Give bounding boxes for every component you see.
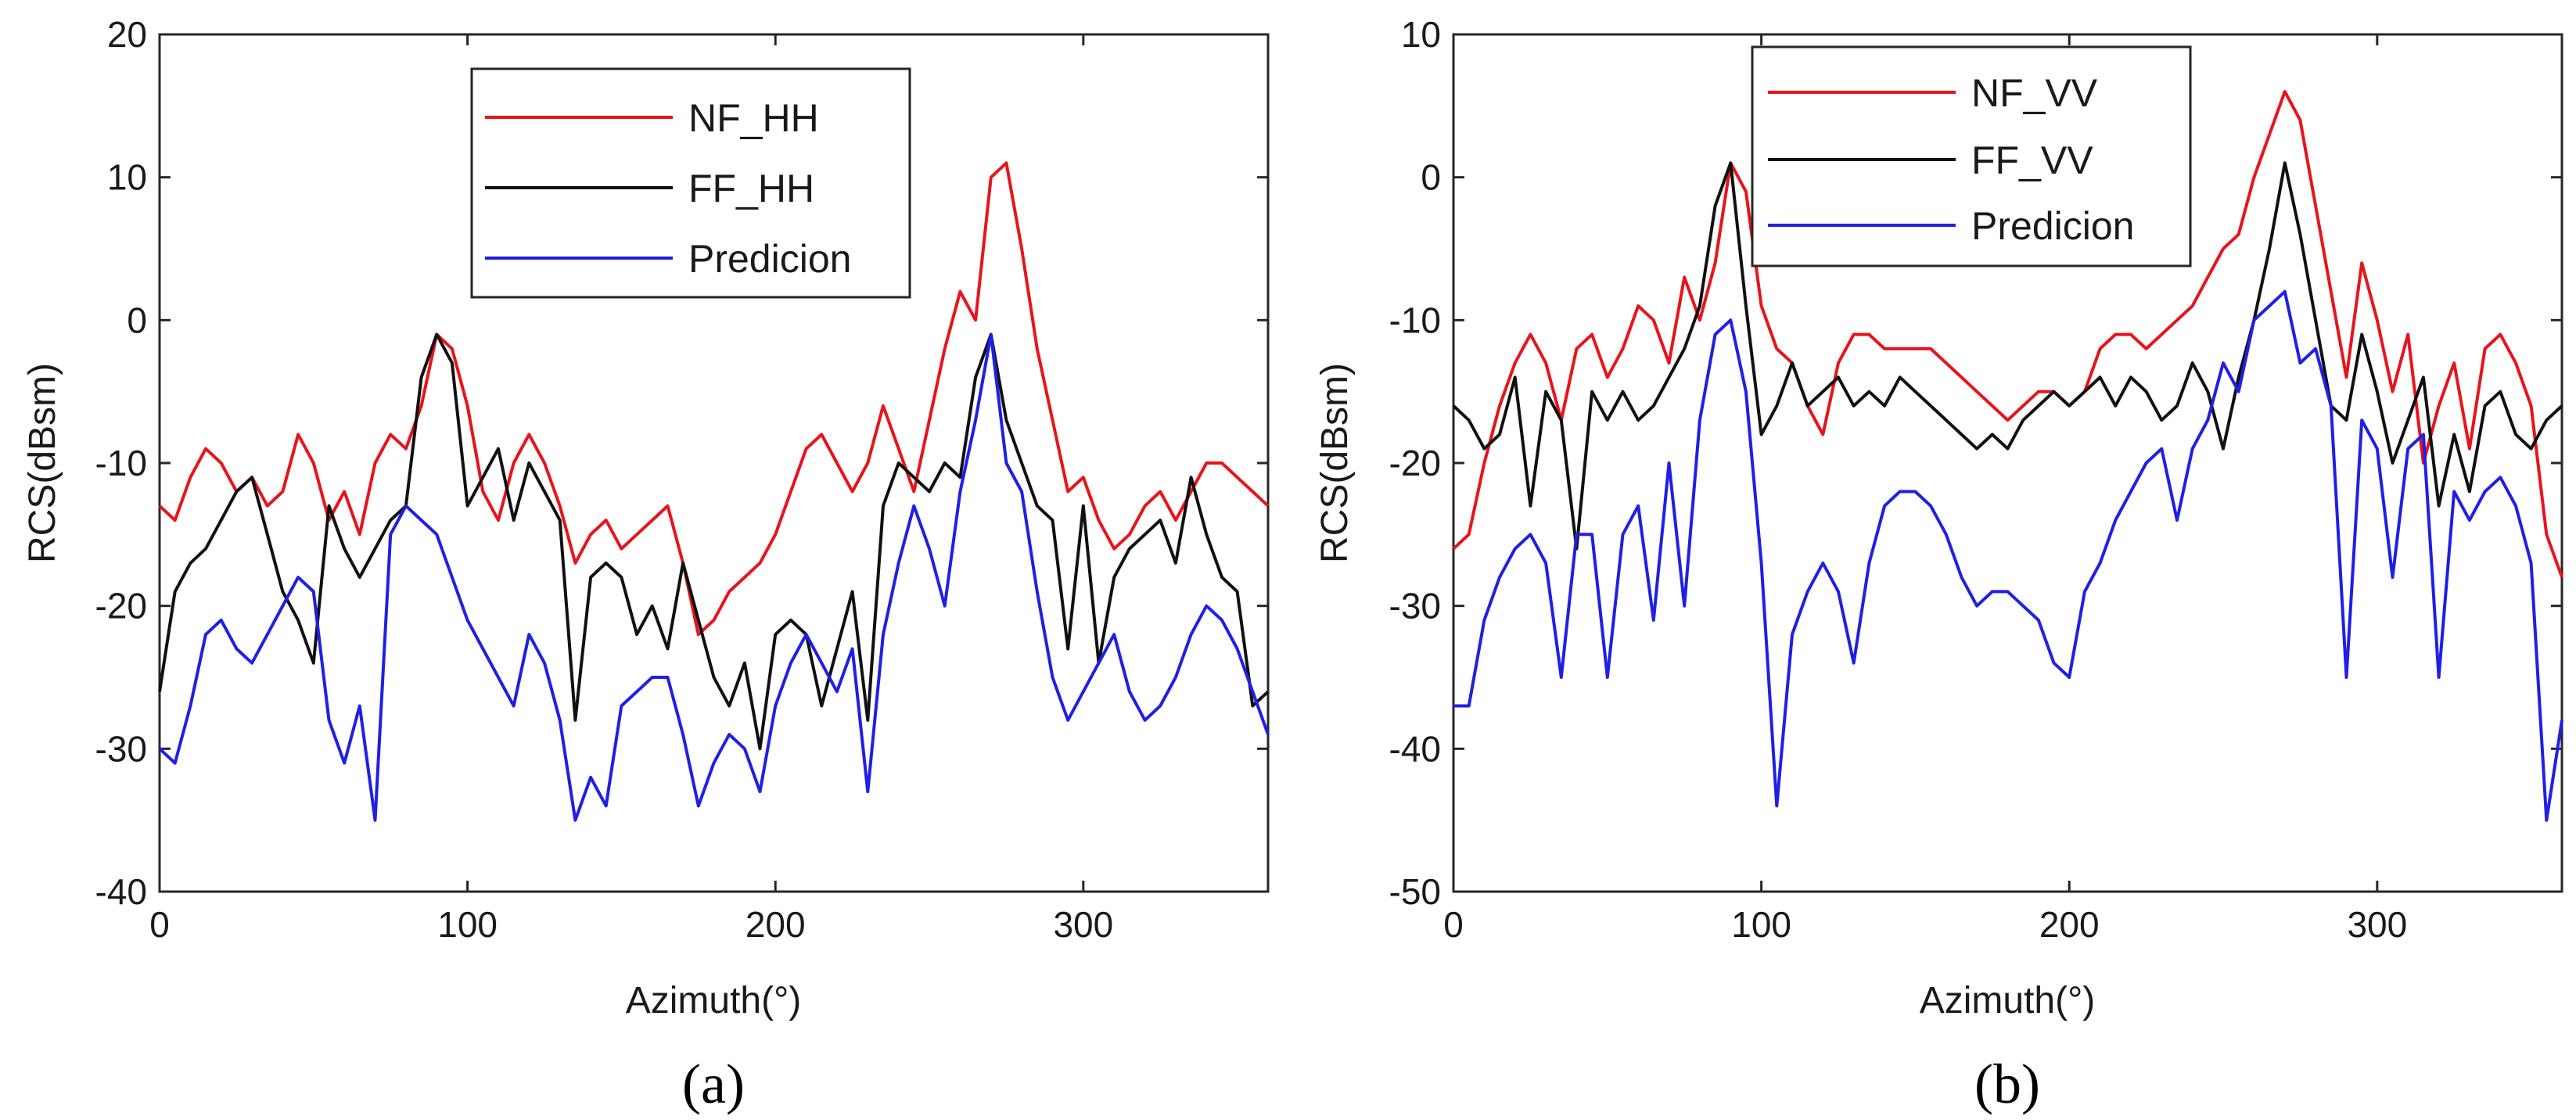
x-tick-label-b: 200 [2039,904,2100,945]
caption-a: (a) [682,1053,745,1115]
x-tick-label-a: 0 [149,904,170,945]
series-line-ff-vv-b [1452,161,2563,551]
y-tick-label-b: -10 [1389,300,1441,340]
y-axis-label-a: RCS(dBsm) [22,363,63,563]
x-tick-label-b: 0 [1443,904,1464,945]
series-line-nf-vv-b [1452,90,2563,578]
y-tick-label-a: -30 [95,728,147,769]
x-tick-label-a: 300 [1053,904,1113,945]
y-tick-label-a: -20 [95,586,147,626]
y-tick-label-a: -40 [95,871,147,912]
y-tick-label-b: -40 [1389,728,1441,769]
series-line-predicion-a [158,332,1270,822]
legend-label-predicion-b: Predicion [1971,204,2134,248]
series-line-ff-hh-a [158,332,1270,751]
x-tick-label-b: 300 [2347,904,2407,945]
legend-label-nf-hh: NF_HH [688,96,819,140]
y-tick-label-b: 0 [1421,157,1441,198]
y-tick-label-a: 20 [107,14,147,55]
x-tick-label-a: 100 [437,904,498,945]
y-tick-label-b: -30 [1389,586,1441,626]
legend-b: NF_VV FF_VV Predicion [1751,45,2192,267]
y-tick-label-b: 10 [1401,14,1441,55]
x-tick-label-a: 200 [745,904,806,945]
y-tick-label-a: 10 [107,157,147,198]
series-line-nf-hh-a [158,161,1270,637]
y-axis-label-b: RCS(dBsm) [1314,363,1356,563]
series-lines-b [1452,90,2563,822]
legend-label-nf-vv: NF_VV [1971,71,2098,115]
series-lines-a [158,161,1270,822]
series-line-predicion-b [1453,289,2563,822]
legend-box-b [1751,45,2192,267]
y-tick-label-b: -50 [1389,871,1441,912]
caption-b: (b) [1974,1053,2040,1115]
y-ticks-b: -50 -40 -30 -20 -10 0 10 [1389,14,2562,912]
y-tick-label-a: 0 [127,300,147,340]
chart-panel-b: -50 -40 -30 -20 -10 0 10 0 100 200 300 Azimuth(°)… [1314,14,2563,1115]
legend-a: NF_HH FF_HH Predicion [470,67,911,299]
legend-label-ff-vv: FF_VV [1971,138,2093,182]
y-tick-label-b: -20 [1389,443,1441,483]
y-tick-label-a: -10 [95,443,147,483]
x-ticks-b: 0 100 200 300 [1443,34,2407,945]
x-axis-label-a: Azimuth(°) [626,980,802,1021]
x-axis-label-b: Azimuth(°) [1920,980,2096,1021]
x-ticks-a: 0 100 200 300 [149,34,1113,945]
x-tick-label-b: 100 [1731,904,1791,945]
legend-label-predicion-a: Predicion [688,237,851,281]
legend-label-ff-hh: FF_HH [688,167,814,210]
